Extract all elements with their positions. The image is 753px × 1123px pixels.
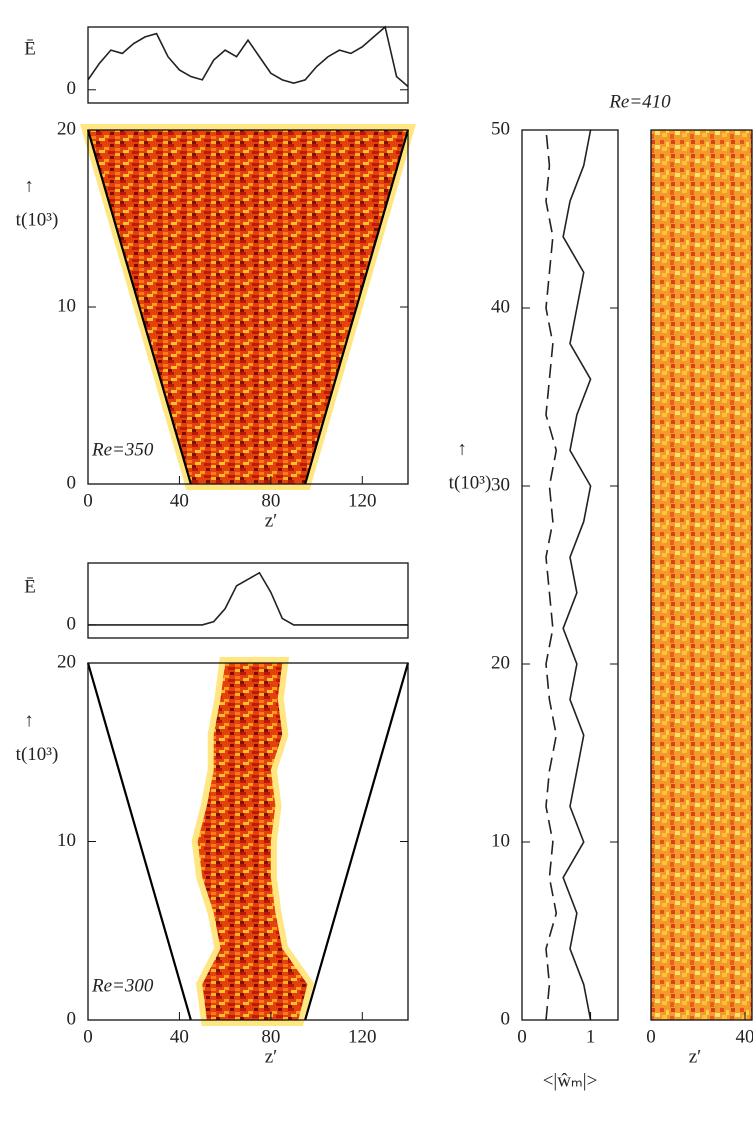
x-tick-label: 1 bbox=[586, 1026, 596, 1047]
x-tick-label: 40 bbox=[170, 1026, 189, 1047]
plot-frame bbox=[87, 562, 409, 639]
line-series bbox=[545, 129, 558, 1021]
y-tick-label: 20 bbox=[491, 652, 510, 673]
x-axis-label: z′ bbox=[265, 510, 278, 531]
y-tick-label: 10 bbox=[491, 830, 510, 851]
line-series bbox=[562, 129, 592, 1021]
x-tick-label: 40 bbox=[736, 1026, 753, 1047]
domain-boundary bbox=[86, 662, 192, 1021]
x-axis-label: <|ŵₘ|> bbox=[543, 1070, 598, 1091]
y-tick-label: 40 bbox=[491, 296, 510, 317]
y-axis-arrow: ↑ bbox=[457, 438, 467, 459]
y-tick-label: 10 bbox=[57, 295, 76, 316]
y-tick-label: 10 bbox=[57, 830, 76, 851]
line-series bbox=[87, 25, 409, 88]
heatmap-field bbox=[651, 130, 752, 1020]
y-tick-label: 20 bbox=[57, 118, 76, 139]
y-tick-label: 0 bbox=[67, 1008, 77, 1029]
y-axis-label: t(10³) bbox=[16, 209, 59, 230]
y-tick-label: 0 bbox=[67, 78, 77, 99]
y-tick-label: 0 bbox=[67, 613, 77, 634]
x-tick-label: 80 bbox=[261, 490, 280, 511]
y-axis-arrow: ↑ bbox=[24, 710, 34, 731]
y-tick-label: 0 bbox=[501, 1008, 511, 1029]
y-axis-label: Ē bbox=[24, 576, 36, 597]
x-axis-label: z′ bbox=[265, 1046, 278, 1067]
domain-boundary bbox=[86, 129, 192, 485]
x-tick-label: 0 bbox=[646, 1026, 656, 1047]
y-tick-label: 20 bbox=[57, 651, 76, 672]
plot-frame bbox=[650, 129, 753, 1021]
domain-boundary bbox=[304, 129, 410, 485]
y-tick-label: 0 bbox=[67, 472, 77, 493]
x-axis-label: z′ bbox=[689, 1046, 702, 1067]
y-axis-label: t(10³) bbox=[449, 472, 492, 493]
turbulent-region bbox=[197, 663, 308, 1020]
y-tick-label: 50 bbox=[491, 118, 510, 139]
x-tick-label: 120 bbox=[348, 490, 377, 511]
annotation: Re=350 bbox=[91, 439, 154, 460]
annotation: Re=300 bbox=[91, 975, 154, 996]
y-tick-label: 30 bbox=[491, 474, 510, 495]
y-axis-label: t(10³) bbox=[16, 744, 59, 765]
x-tick-label: 0 bbox=[83, 1026, 93, 1047]
plot-frame bbox=[521, 129, 619, 1021]
plot-frame bbox=[87, 26, 409, 104]
domain-boundary bbox=[304, 662, 410, 1021]
x-tick-label: 0 bbox=[83, 490, 93, 511]
turbulent-region bbox=[88, 130, 408, 484]
x-tick-label: 80 bbox=[261, 1026, 280, 1047]
chart-title: Re=410 bbox=[608, 91, 671, 112]
line-series bbox=[88, 571, 408, 626]
y-axis-arrow: ↑ bbox=[24, 175, 34, 196]
x-tick-label: 40 bbox=[170, 490, 189, 511]
x-tick-label: 120 bbox=[348, 1026, 377, 1047]
y-axis-label: Ē bbox=[24, 38, 36, 59]
x-tick-label: 0 bbox=[517, 1026, 527, 1047]
